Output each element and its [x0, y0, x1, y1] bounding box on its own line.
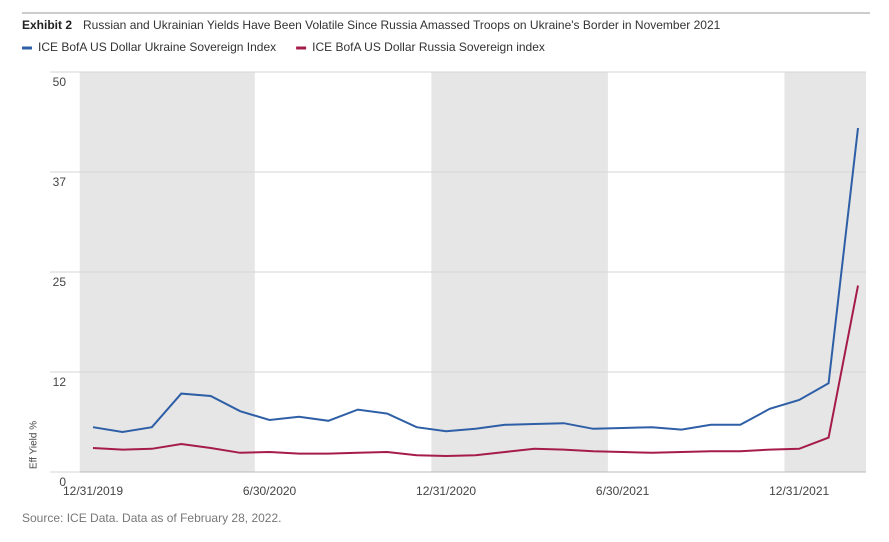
y-axis-label: Eff Yield % [29, 421, 40, 469]
y-tick-label: 50 [53, 75, 67, 89]
y-tick-label: 12 [53, 375, 67, 389]
y-tick-label: 0 [59, 475, 66, 489]
exhibit-label: Exhibit 2 [22, 18, 72, 32]
y-tick-label: 37 [53, 175, 67, 189]
series-line [92, 127, 859, 434]
legend-label: ICE BofA US Dollar Russia Sovereign inde… [312, 40, 545, 54]
chart-title: Russian and Ukrainian Yields Have Been V… [83, 18, 721, 32]
x-tick-label: 6/30/2020 [243, 484, 297, 498]
series-line [92, 285, 859, 458]
legend-label: ICE BofA US Dollar Ukraine Sovereign Ind… [38, 40, 276, 54]
y-tick-label: 25 [53, 275, 67, 289]
x-tick-label: 6/30/2021 [596, 484, 650, 498]
x-tick-label: 12/31/2021 [769, 484, 829, 498]
x-tick-label: 12/31/2019 [63, 484, 123, 498]
source-note: Source: ICE Data. Data as of February 28… [22, 511, 281, 525]
x-tick-label: 12/31/2020 [416, 484, 476, 498]
